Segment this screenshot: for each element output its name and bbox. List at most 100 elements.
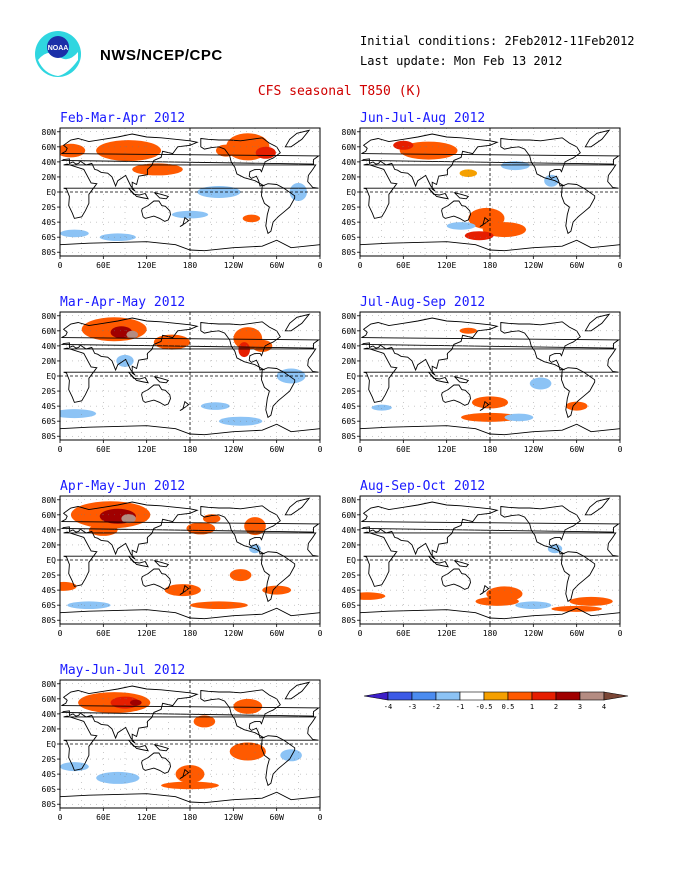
coastline: [453, 560, 470, 568]
coastline: [261, 551, 296, 603]
lat-tick-label: 80N: [342, 128, 357, 137]
lon-tick-label: 0: [58, 629, 63, 638]
lat-tick-label: 40N: [42, 526, 57, 535]
coastline: [128, 371, 149, 384]
lat-tick-label: 80N: [42, 128, 57, 137]
lon-tick-label: 60W: [269, 261, 284, 270]
lat-tick-label: 80S: [42, 248, 57, 257]
lat-tick-label: 60N: [42, 511, 57, 520]
figure-title: CFS seasonal T850 (K): [257, 84, 423, 99]
lon-tick-label: 60E: [396, 261, 411, 270]
lon-tick-label: 120E: [437, 629, 456, 638]
legend-label: 1: [530, 703, 534, 711]
lon-tick-label: 60E: [96, 813, 111, 822]
lat-tick-label: 40S: [42, 218, 57, 227]
lon-tick-label: 0: [618, 445, 623, 454]
panel-title: Apr-May-Jun 2012: [60, 479, 186, 494]
anomaly-region: [255, 146, 276, 159]
coastline: [360, 317, 620, 376]
coastline: [261, 367, 296, 419]
panel-title: Feb-Mar-Apr 2012: [60, 111, 186, 126]
color-legend: -4 -3 -2 -1 -0.5 0.5 1 2 3 4: [363, 691, 629, 711]
coastline: [141, 568, 171, 590]
coastline: [128, 739, 149, 752]
lon-tick-label: 60W: [269, 629, 284, 638]
coastline: [63, 531, 319, 587]
lon-tick-label: 120W: [224, 629, 243, 638]
lat-tick-label: 20N: [42, 725, 57, 734]
lon-tick-label: 60W: [269, 813, 284, 822]
anomaly-region: [200, 402, 230, 410]
coastline: [284, 497, 311, 516]
lat-tick-label: 80S: [342, 432, 357, 441]
coastline: [153, 560, 170, 568]
lat-tick-label: 20S: [42, 755, 57, 764]
anomaly-region: [569, 596, 613, 606]
lat-tick-label: 40S: [42, 770, 57, 779]
lon-tick-label: 0: [618, 261, 623, 270]
lon-tick-label: 60W: [569, 445, 584, 454]
coastline: [261, 735, 296, 787]
lat-tick-label: 80N: [342, 496, 357, 505]
lat-tick-label: 20N: [342, 357, 357, 366]
lat-tick-label: 60S: [42, 233, 57, 242]
anomaly-region: [197, 186, 241, 198]
panel-title: Jun-Jul-Aug 2012: [360, 111, 486, 126]
coastline: [363, 347, 619, 403]
lon-tick-label: 60E: [96, 629, 111, 638]
anomaly-region: [99, 233, 136, 241]
coastline: [141, 200, 171, 222]
lat-tick-label: 40N: [42, 158, 57, 167]
coastline: [360, 607, 620, 620]
lat-tick-label: 40S: [342, 586, 357, 595]
lat-tick-label: EQ: [346, 188, 356, 197]
coastline: [60, 133, 320, 192]
lon-tick-label: 60E: [96, 261, 111, 270]
lat-tick-label: 80S: [342, 616, 357, 625]
legend-swatch: [411, 691, 437, 701]
lat-tick-label: 40N: [342, 158, 357, 167]
lat-tick-label: 60S: [42, 785, 57, 794]
coastline: [363, 531, 619, 587]
coastline: [284, 129, 311, 148]
coastline: [284, 681, 311, 700]
coastline: [60, 239, 320, 252]
lon-tick-label: 60W: [569, 629, 584, 638]
panel-title: Mar-Apr-May 2012: [60, 295, 186, 310]
lon-tick-label: 120E: [137, 445, 156, 454]
coastline: [60, 423, 320, 436]
coastline: [153, 192, 170, 200]
lat-tick-label: 60S: [42, 417, 57, 426]
lat-tick-label: 40S: [342, 218, 357, 227]
coastline: [60, 317, 320, 376]
lat-tick-label: 20N: [42, 173, 57, 182]
coastline: [584, 313, 611, 332]
lon-tick-label: 120W: [224, 445, 243, 454]
lat-tick-label: 80N: [42, 680, 57, 689]
legend-swatch: [435, 691, 461, 701]
anomaly-field: [60, 312, 320, 440]
lat-tick-label: 60S: [342, 233, 357, 242]
coastline: [428, 555, 449, 568]
lon-tick-label: 180: [183, 445, 198, 454]
coastline: [128, 187, 149, 200]
panel-title: May-Jun-Jul 2012: [60, 663, 186, 678]
lon-tick-label: 180: [483, 629, 498, 638]
coastline: [284, 313, 311, 332]
coastline: [128, 555, 149, 568]
lat-tick-label: 80S: [42, 432, 57, 441]
coastline: [141, 384, 171, 406]
noaa-logo: NOAA: [35, 31, 81, 77]
anomaly-region: [238, 342, 250, 358]
coastline: [500, 505, 581, 555]
legend-label: -0.5: [476, 703, 493, 711]
anomaly-region: [529, 377, 552, 390]
anomaly-field: [60, 496, 320, 624]
anomaly-region: [399, 141, 458, 160]
coastline: [200, 321, 281, 371]
anomaly-region: [110, 696, 140, 709]
coastline: [561, 183, 596, 235]
